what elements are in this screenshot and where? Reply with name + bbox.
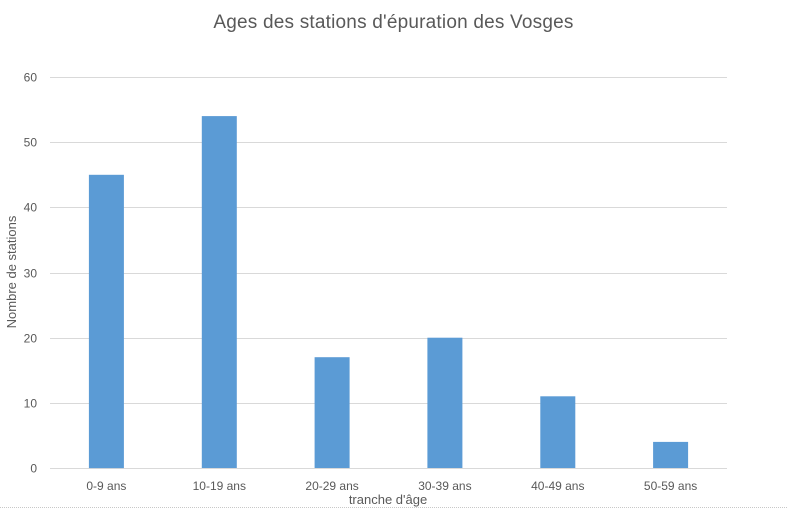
bar (314, 357, 350, 468)
bar (653, 441, 689, 468)
y-axis-title: Nombre de stations (4, 215, 19, 328)
x-tick-label: 10-19 ans (193, 479, 246, 493)
chart-title: Ages des stations d'épuration des Vosges (213, 12, 574, 33)
x-tick-label: 30-39 ans (418, 479, 471, 493)
bar (88, 174, 124, 469)
y-tick-label: 20 (24, 332, 38, 346)
y-tick-label: 60 (24, 71, 38, 85)
y-axis-ticks: 0 10 20 30 40 50 60 (24, 71, 38, 476)
x-tick-label: 20-29 ans (305, 479, 358, 493)
y-tick-label: 10 (24, 397, 38, 411)
bar (201, 116, 237, 468)
y-tick-label: 0 (30, 462, 37, 476)
x-axis-ticks: 0-9 ans 10-19 ans 20-29 ans 30-39 ans 40-49 … (86, 479, 697, 493)
chart-border (0, 507, 787, 509)
y-tick-label: 30 (24, 267, 38, 281)
bar (427, 337, 463, 468)
x-tick-label: 50-59 ans (644, 479, 697, 493)
x-tick-label: 40-49 ans (531, 479, 584, 493)
y-tick-label: 50 (24, 136, 38, 150)
x-tick-label: 0-9 ans (86, 479, 126, 493)
x-axis-title: tranche d'âge (349, 492, 427, 507)
bar (540, 396, 576, 468)
bars (88, 116, 689, 469)
gridlines (50, 77, 727, 469)
y-tick-label: 40 (24, 201, 38, 215)
